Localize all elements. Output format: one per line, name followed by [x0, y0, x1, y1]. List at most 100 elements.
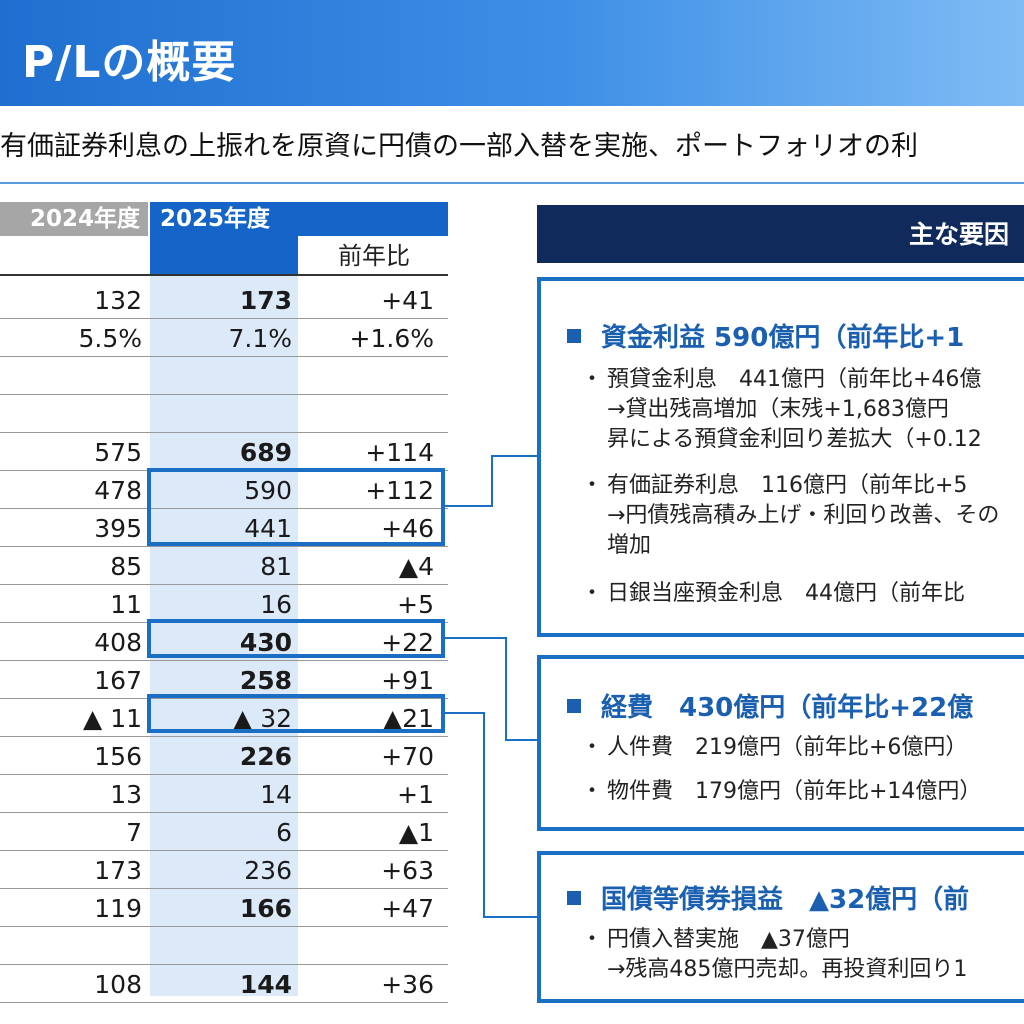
bullet-text: →残高485億円売却。再投資利回り1 — [607, 957, 968, 982]
cell-yoy: +5 — [397, 590, 434, 619]
cell-2025: 14 — [260, 780, 292, 809]
bullet-line: ・日銀当座預金利息 44億円（前年比 — [581, 579, 965, 609]
cell-2024: 395 — [94, 514, 142, 543]
factor-title-text: 経費 430億円（前年比+22億 — [601, 693, 974, 723]
table-row: 132 173 +41 — [0, 281, 448, 319]
factor-box-funding-income: 資金利益 590億円（前年比+1 ・預貸金利息 441億円（前年比+46億 →貸… — [537, 277, 1024, 637]
bullet-text: 円債入替実施 ▲37億円 — [607, 927, 850, 952]
table-row: 575 689 +114 — [0, 433, 448, 471]
header-rule — [0, 274, 448, 276]
connector-2a — [445, 637, 507, 639]
cell-yoy: +91 — [381, 666, 434, 695]
factors-header: 主な要因 — [537, 205, 1024, 263]
table-row: 395 441 +46 — [0, 509, 448, 547]
column-header-2025: 2025年度 — [150, 202, 448, 236]
cell-2025: 144 — [239, 970, 292, 999]
cell-yoy: +1.6% — [349, 324, 434, 353]
bullet-text: →貸出残高増加（末残+1,683億円 — [607, 397, 949, 422]
bullet-text: 昇による預貸金利回り差拡大（+0.12 — [607, 427, 982, 452]
cell-yoy: ▲21 — [382, 704, 434, 733]
cell-2024: 11 — [110, 590, 142, 619]
cell-yoy: +22 — [381, 628, 434, 657]
table-row-spacer — [0, 395, 448, 433]
table-row: 5.5% 7.1% +1.6% — [0, 319, 448, 357]
dot-bullet-icon: ・ — [581, 367, 604, 392]
square-bullet-icon — [567, 891, 581, 905]
cell-2024: 478 — [94, 476, 142, 505]
table-row: ▲ 11 ▲ 32 ▲21 — [0, 699, 448, 737]
cell-2025: 81 — [260, 552, 292, 581]
subtitle-divider — [0, 182, 1024, 184]
bullet-text: 人件費 219億円（前年比+6億円） — [607, 735, 968, 760]
connector-3b — [483, 712, 485, 918]
table-row: 85 81 ▲4 — [0, 547, 448, 585]
bullet-text: 日銀当座預金利息 44億円（前年比 — [607, 581, 965, 606]
dot-bullet-icon: ・ — [581, 779, 604, 804]
cell-2025: 258 — [239, 666, 292, 695]
dot-bullet-icon: ・ — [581, 927, 604, 952]
cell-2024: 156 — [94, 742, 142, 771]
column-header-2025-fill — [150, 236, 298, 274]
header-bar: P/Lの概要 — [0, 0, 1024, 106]
cell-yoy: +114 — [365, 438, 434, 467]
bullet-text: 預貸金利息 441億円（前年比+46億 — [607, 367, 982, 392]
bullet-line: 増加 — [581, 531, 651, 561]
cell-2025: 16 — [260, 590, 292, 619]
cell-2024: 408 — [94, 628, 142, 657]
cell-2025: 173 — [239, 286, 292, 315]
connector-1b — [491, 455, 493, 507]
table-row: 7 6 ▲1 — [0, 813, 448, 851]
dot-bullet-icon: ・ — [581, 473, 604, 498]
highlight-funding-income — [147, 468, 445, 546]
cell-yoy: +112 — [365, 476, 434, 505]
cell-2024: 119 — [94, 894, 142, 923]
connector-2c — [505, 739, 539, 741]
bullet-line: →円債残高積み上げ・利回り改善、その — [581, 501, 999, 531]
cell-2024: 167 — [94, 666, 142, 695]
table-row: 119 166 +47 — [0, 889, 448, 927]
highlight-bond-gains — [147, 694, 445, 733]
column-2025-shade — [150, 276, 298, 996]
cell-2025: 441 — [244, 514, 292, 543]
bullet-line: ・人件費 219億円（前年比+6億円） — [581, 733, 967, 763]
bullet-text: 有価証券利息 116億円（前年比+5 — [607, 473, 968, 498]
cell-2024: 5.5% — [78, 324, 142, 353]
connector-1a — [445, 505, 493, 507]
table-row: 11 16 +5 — [0, 585, 448, 623]
connector-1c — [491, 455, 539, 457]
cell-yoy: ▲1 — [398, 818, 434, 847]
cell-2025: 6 — [276, 818, 292, 847]
cell-2024: 7 — [126, 818, 142, 847]
cell-yoy: +46 — [381, 514, 434, 543]
cell-2024: 173 — [94, 856, 142, 885]
cell-yoy: +63 — [381, 856, 434, 885]
cell-2025: 590 — [244, 476, 292, 505]
cell-2025: 689 — [239, 438, 292, 467]
square-bullet-icon — [567, 329, 581, 343]
bullet-text: →円債残高積み上げ・利回り改善、その — [607, 503, 1000, 528]
bullet-text: 増加 — [607, 533, 652, 558]
cell-yoy: +41 — [381, 286, 434, 315]
connector-3c — [483, 916, 539, 918]
bullet-text: 物件費 179億円（前年比+14億円） — [607, 779, 982, 804]
table-row: 13 14 +1 — [0, 775, 448, 813]
factor-title-text: 資金利益 590億円（前年比+1 — [601, 323, 965, 353]
bullet-line: ・円債入替実施 ▲37億円 — [581, 925, 850, 955]
cell-2024: 108 — [94, 970, 142, 999]
table-row-spacer — [0, 357, 448, 395]
bullet-line: →貸出残高増加（末残+1,683億円 — [581, 395, 949, 425]
highlight-expenses — [147, 619, 445, 658]
table-row: 173 236 +63 — [0, 851, 448, 889]
cell-2024: 132 — [94, 286, 142, 315]
table-row: 108 144 +36 — [0, 965, 448, 1003]
dot-bullet-icon: ・ — [581, 581, 604, 606]
column-header-yoy: 前年比 — [338, 242, 410, 270]
cell-yoy: +70 — [381, 742, 434, 771]
cell-2025: ▲ 32 — [233, 704, 292, 733]
cell-2025: 166 — [239, 894, 292, 923]
cell-2024: 85 — [110, 552, 142, 581]
bullet-line: ・物件費 179億円（前年比+14億円） — [581, 777, 981, 807]
bullet-line: →残高485億円売却。再投資利回り1 — [581, 955, 967, 985]
cell-yoy: +1 — [397, 780, 434, 809]
connector-3a — [445, 712, 485, 714]
